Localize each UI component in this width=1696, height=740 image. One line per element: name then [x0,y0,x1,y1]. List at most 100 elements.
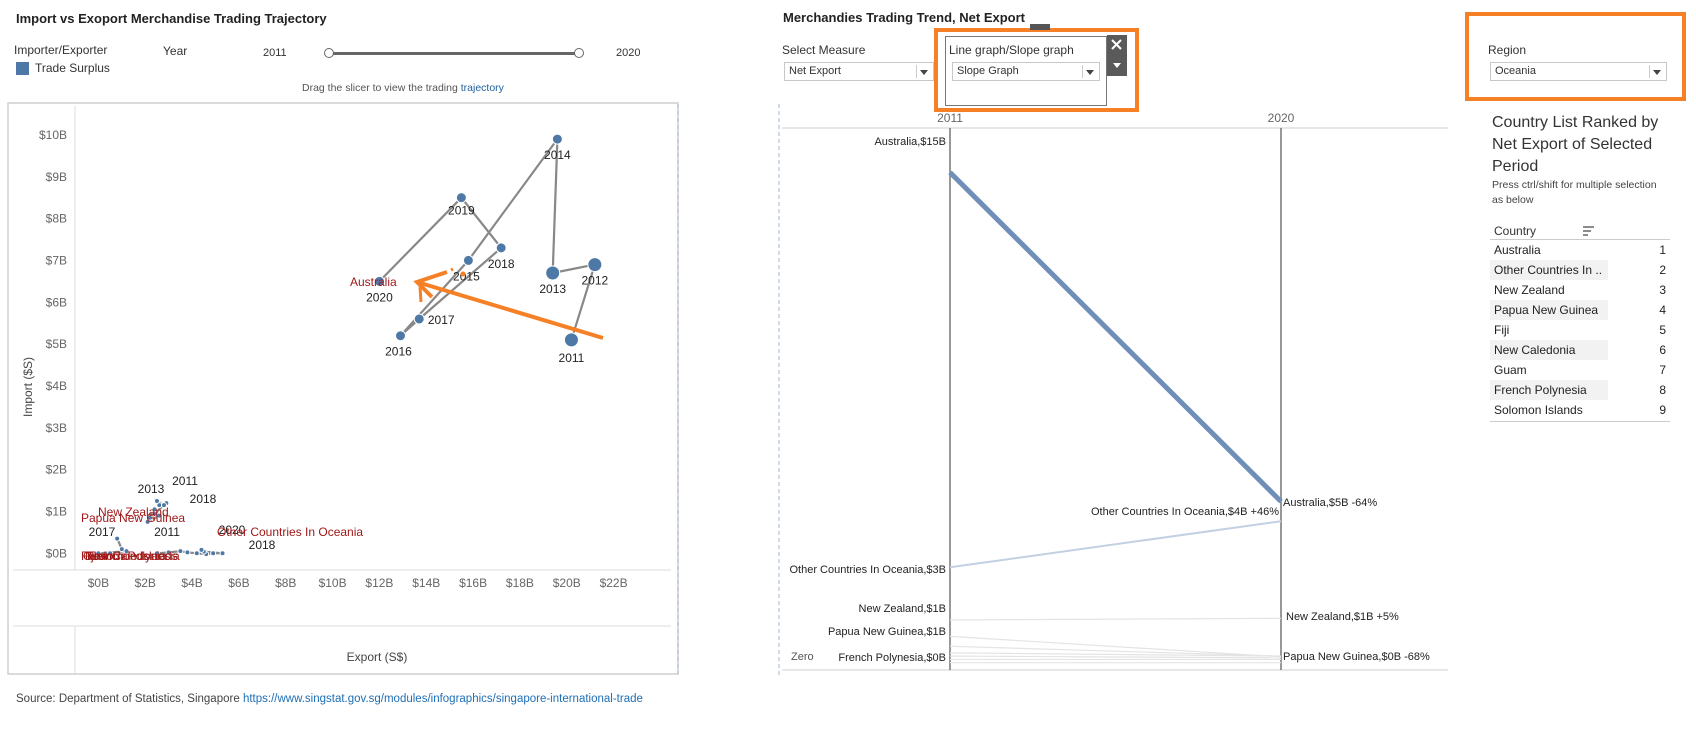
ranking-column-header: Country [1490,222,1670,240]
trajectory-point-papua-new-guinea-2020[interactable] [107,550,114,557]
x-tick-label: $4B [181,576,202,590]
trajectory-point-australia-2012[interactable] [587,257,603,273]
trajectory-point-other-countries-in-oceania-2011[interactable] [153,550,160,557]
annotation-arrowhead [413,270,448,299]
country-label-solomon-islands: Solomon Islands [89,549,178,563]
slider-hint: Drag the slicer to view the trading traj… [302,82,504,94]
trajectory-point-other-countries-in-oceania-2014[interactable] [184,549,191,556]
column-header-country[interactable]: Country [1494,224,1537,238]
ranking-country-name: Guam [1494,363,1527,377]
slope-line-new-caledonia[interactable] [949,652,1282,657]
ranking-hint: Press ctrl/shift for multiple selection … [1492,179,1657,206]
slope-chart: 2011 2020 Zero Australia,$15B Australia,$… [778,104,1448,676]
trajectory-point-other-countries-in-oceania-2018[interactable] [219,550,226,557]
year-label-2015: 2015 [453,269,480,283]
year-range-slider[interactable] [324,48,584,59]
trajectory-point-papua-new-guinea-2011[interactable] [114,535,121,542]
x-tick-label: $12B [365,576,393,590]
trajectory-point-australia-2019[interactable] [455,192,467,204]
right-panel-title: Merchandies Trading Trend, Net Export [783,10,1025,25]
trajectory-point-australia-2020[interactable] [373,275,385,287]
measure-dropdown[interactable]: Net Export [784,62,934,81]
x-tick-label: $2B [135,576,156,590]
slope-label-start-other-countries-in-oceania: Other Countries In Oceania,$3B [789,564,946,576]
ranking-country-name: Australia [1494,243,1541,257]
ranking-country-name: French Polynesia [1494,383,1587,397]
trajectory-point-other-countries-in-oceania-2012[interactable] [165,549,172,556]
graph-type-label: Line graph/Slope graph [949,43,1074,57]
trajectory-point-other-countries-in-oceania-2013[interactable] [177,548,184,555]
filter-control-strip [1107,35,1127,76]
trajectory-point-australia-2011[interactable] [563,332,579,348]
slope-line-new-zealand[interactable] [949,617,1282,621]
ranking-row[interactable]: Australia 1 [1490,240,1670,260]
year-label-2019: 2019 [448,204,475,218]
ranking-row[interactable]: French Polynesia 8 [1490,380,1670,400]
trajectory-point-new-zealand-2018[interactable] [156,512,163,519]
x-tick-label: $8B [275,576,296,590]
slope-line-french-polynesia[interactable] [949,655,1282,659]
country-label-guam: Guam [83,549,116,563]
sort-icon[interactable] [1582,225,1596,237]
slider-handle-start[interactable] [324,48,334,58]
ranking-row[interactable]: Solomon Islands 9 [1490,400,1670,420]
trajectory-point-new-zealand-2013[interactable] [153,497,160,504]
slope-label-start-australia: Australia,$15B [874,136,946,148]
trajectory-point-other-countries-in-oceania-2015[interactable] [193,550,200,557]
graph-type-dropdown[interactable]: Slope Graph [952,62,1100,81]
chevron-down-icon[interactable] [1107,57,1127,73]
trajectory-point-australia-2018[interactable] [495,242,507,254]
year-label-2012: 2012 [581,274,608,288]
ranking-row[interactable]: Guam 7 [1490,360,1670,380]
region-dropdown[interactable]: Oceania [1490,62,1667,81]
trajectory-point-australia-2017[interactable] [413,313,425,325]
ranking-rank-value: 2 [1659,263,1666,277]
close-icon[interactable] [1107,35,1127,55]
slope-line-other-countries-in-oceania[interactable] [949,520,1282,569]
slider-hint-link[interactable]: trajectory [460,82,504,94]
trajectory-point-australia-2016[interactable] [394,330,406,342]
trajectory-point-papua-new-guinea-2013[interactable] [123,548,130,555]
trajectory-point-new-zealand-2019[interactable] [151,506,158,513]
trajectory-point-australia-2014[interactable] [551,133,563,145]
source-link[interactable]: https://www.singstat.gov.sg/modules/info… [242,693,643,705]
ranking-row[interactable]: Other Countries In .. 2 [1490,260,1670,280]
year-label-2018: 2018 [488,257,515,271]
year-label-2017: 2017 [89,525,116,539]
year-label-2017: 2017 [428,313,455,327]
slope-label-end-new-zealand: New Zealand,$1B +5% [1286,611,1399,623]
year-label-2016: 2016 [385,345,412,359]
slider-handle-end[interactable] [574,48,584,58]
slope-label-end-other-countries-in-oceania: Other Countries In Oceania,$4B +46% [1091,506,1279,518]
slope-label-start-papua-new-guinea: Papua New Guinea,$1B [828,626,946,638]
year-label-2011: 2011 [559,351,585,365]
slope-line-papua-new-guinea[interactable] [949,635,1282,658]
y-tick-label: $10B [39,128,67,142]
ranking-row[interactable]: New Zealand 3 [1490,280,1670,300]
trajectory-point-papua-new-guinea-2012[interactable] [118,546,125,553]
country-label-fiji: Fiji [81,549,96,563]
ranking-country-name: Other Countries In .. [1494,263,1603,277]
slope-line-fiji[interactable] [949,645,1282,657]
ranking-row[interactable]: Fiji 5 [1490,320,1670,340]
region-dropdown-value: Oceania [1495,65,1536,77]
trajectory-point-australia-2015[interactable] [462,254,474,266]
left-panel-title: Import vs Exoport Merchandise Trading Tr… [16,11,327,26]
annotation-dot [460,271,466,277]
trajectory-point-new-zealand-2020[interactable] [146,514,153,521]
trajectory-point-new-zealand-2014[interactable] [160,502,167,509]
trajectory-point-other-countries-in-oceania-2020[interactable] [198,546,205,553]
slider-max-label: 2020 [616,47,641,59]
zero-baseline-label: Zero [791,651,814,663]
slider-track [328,52,580,55]
x-tick-label: $20B [553,576,581,590]
source-note: Source: Department of Statistics, Singap… [16,693,643,705]
trajectory-point-papua-new-guinea-2017[interactable] [95,550,102,557]
ranking-row[interactable]: Papua New Guinea 4 [1490,300,1670,320]
measure-label: Select Measure [782,43,866,57]
slope-line-australia[interactable] [948,170,1283,504]
trajectory-point-other-countries-in-oceania-2017[interactable] [210,550,217,557]
ranking-row[interactable]: New Caledonia 6 [1490,340,1670,360]
chevron-down-icon [1651,65,1663,78]
trajectory-point-australia-2013[interactable] [545,265,561,281]
